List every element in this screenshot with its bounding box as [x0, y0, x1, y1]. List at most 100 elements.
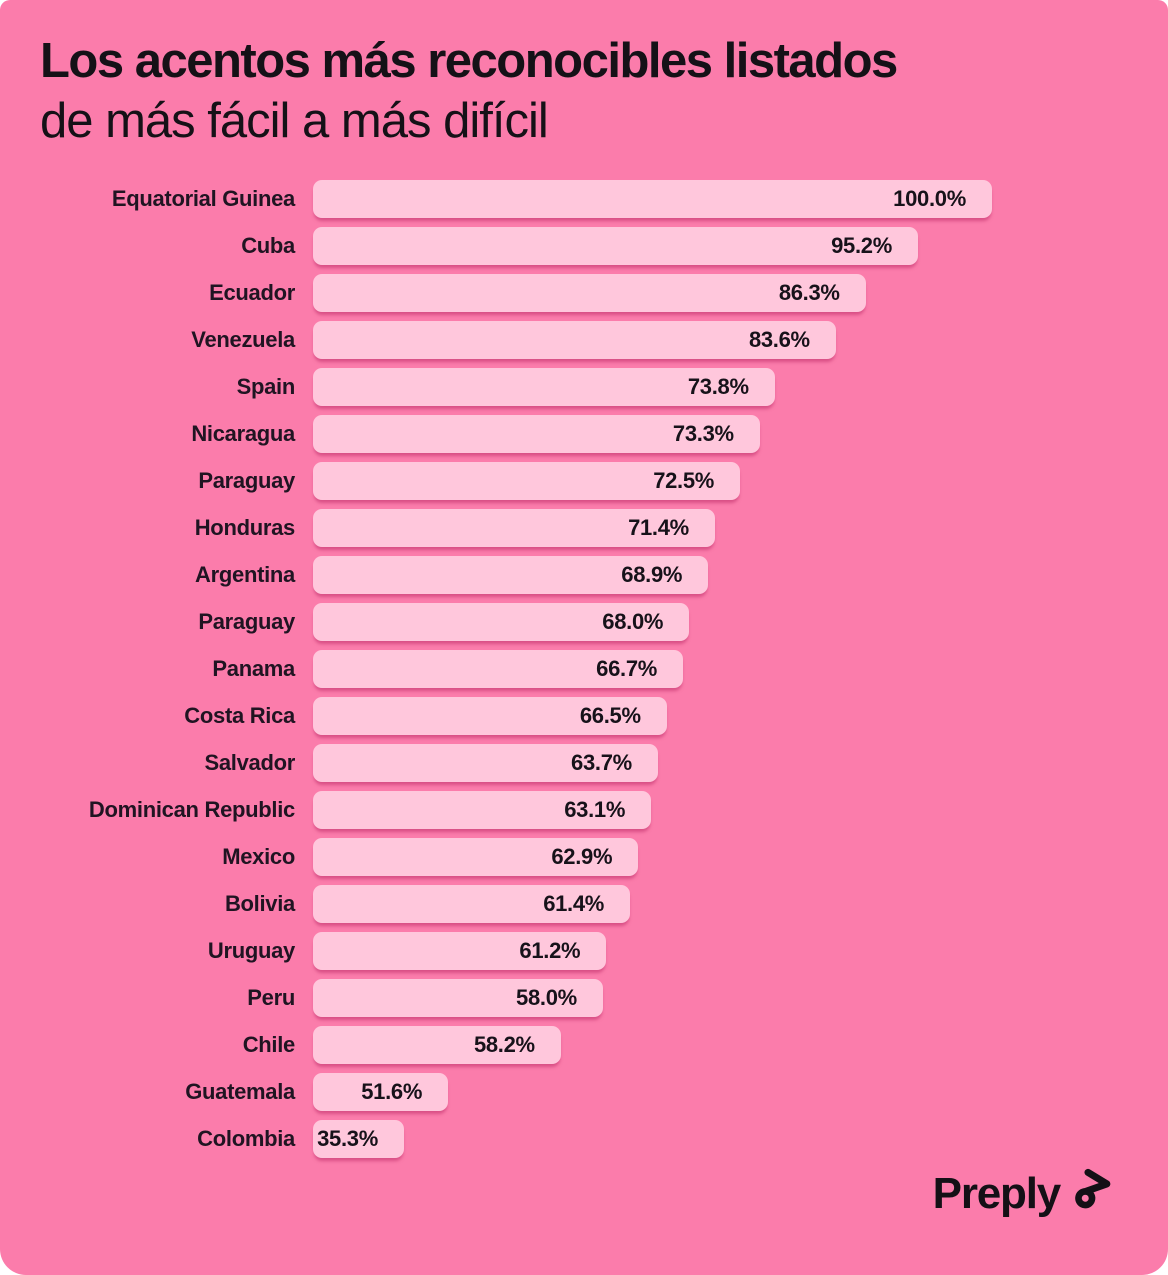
- bar-track: 58.0%: [313, 979, 992, 1018]
- bar-label: Argentina: [195, 562, 295, 588]
- preply-logo-icon: [1067, 1162, 1118, 1222]
- bar: 72.5%: [313, 462, 741, 501]
- bar-value-label: 95.2%: [831, 233, 892, 259]
- bar-value-label: 61.4%: [543, 891, 605, 917]
- bar-label: Dominican Republic: [88, 797, 295, 823]
- bar-value-label: 83.6%: [748, 327, 810, 353]
- bar-track: 71.4%: [313, 509, 992, 548]
- bar-track: 100.0%: [313, 180, 992, 219]
- bar-value-label: 35.3%: [317, 1126, 378, 1152]
- bar-value-label: 66.5%: [579, 703, 641, 729]
- chart-row: Paraguay 72.5%: [40, 458, 1168, 505]
- bar-track: 63.1%: [313, 791, 992, 830]
- chart-row: Bolivia 61.4%: [40, 881, 1168, 928]
- bar-label: Chile: [242, 1032, 296, 1058]
- chart-row: Peru 58.0%: [40, 975, 1168, 1022]
- bar: 63.1%: [313, 791, 652, 830]
- bar-track: 68.9%: [313, 556, 992, 595]
- bar-track: 61.4%: [313, 885, 992, 924]
- chart-row: Costa Rica 66.5%: [40, 693, 1168, 740]
- bar-track: 83.6%: [313, 321, 992, 360]
- bar: 73.8%: [313, 368, 775, 407]
- bar-label: Nicaragua: [191, 421, 295, 447]
- bar-value-label: 51.6%: [361, 1079, 423, 1105]
- title-line-1: Los acentos más reconocibles listados: [40, 34, 898, 88]
- bar-track: 72.5%: [313, 462, 992, 501]
- chart-row: Panama 66.7%: [40, 646, 1168, 693]
- bar: 71.4%: [313, 509, 715, 548]
- bar: 62.9%: [313, 838, 639, 877]
- bar-track: 51.6%: [313, 1073, 992, 1112]
- bar-track: 35.3%: [313, 1120, 992, 1159]
- bar-label: Peru: [247, 985, 295, 1011]
- bar-track: 86.3%: [313, 274, 992, 313]
- bar-track: 63.7%: [313, 744, 992, 783]
- bar-track: 95.2%: [313, 227, 992, 266]
- bar-value-label: 63.7%: [571, 750, 632, 776]
- bar-label: Bolivia: [224, 891, 295, 917]
- chart-row: Honduras 71.4%: [40, 505, 1168, 552]
- bar: 95.2%: [313, 227, 918, 266]
- bar-label: Paraguay: [198, 468, 295, 494]
- bar-value-label: 68.9%: [621, 562, 683, 588]
- chart-row: Mexico 62.9%: [40, 834, 1168, 881]
- bar-value-label: 71.4%: [628, 515, 689, 541]
- bar: 35.3%: [313, 1120, 404, 1159]
- bar-label: Guatemala: [185, 1079, 295, 1105]
- bar: 61.4%: [313, 885, 631, 924]
- bar-value-label: 68.0%: [602, 609, 664, 635]
- bar-value-label: 73.3%: [672, 421, 734, 447]
- bar: 66.7%: [313, 650, 684, 689]
- bar-label: Venezuela: [191, 327, 295, 353]
- bar: 51.6%: [313, 1073, 449, 1112]
- brand-lockup: Preply: [933, 1168, 1116, 1219]
- bar: 68.9%: [313, 556, 709, 595]
- bar-track: 68.0%: [313, 603, 992, 642]
- bar-track: 73.8%: [313, 368, 992, 407]
- bar-label: Spain: [236, 374, 296, 400]
- chart-row: Dominican Republic 63.1%: [40, 787, 1168, 834]
- chart-row: Venezuela 83.6%: [40, 317, 1168, 364]
- bar-label: Paraguay: [198, 609, 295, 635]
- bar-track: 66.7%: [313, 650, 992, 689]
- bar-value-label: 58.0%: [516, 985, 577, 1011]
- bar-value-label: 100.0%: [893, 186, 966, 212]
- bar: 63.7%: [313, 744, 658, 783]
- bar-track: 73.3%: [313, 415, 992, 454]
- bar: 61.2%: [313, 932, 607, 971]
- bar-label: Honduras: [194, 515, 296, 541]
- bar: 58.0%: [313, 979, 603, 1018]
- bar-label: Salvador: [204, 750, 295, 776]
- chart-row: Salvador 63.7%: [40, 740, 1168, 787]
- bar-value-label: 66.7%: [596, 656, 658, 682]
- bar: 68.0%: [313, 603, 690, 642]
- chart-row: Cuba 95.2%: [40, 223, 1168, 270]
- bar-track: 58.2%: [313, 1026, 992, 1065]
- bar-value-label: 61.2%: [519, 938, 581, 964]
- bar: 100.0%: [313, 180, 992, 219]
- chart-row: Nicaragua 73.3%: [40, 411, 1168, 458]
- bar-track: 61.2%: [313, 932, 992, 971]
- bar: 83.6%: [313, 321, 836, 360]
- bar-label: Mexico: [222, 844, 295, 870]
- chart-row: Chile 58.2%: [40, 1022, 1168, 1069]
- bar-value-label: 62.9%: [551, 844, 613, 870]
- chart-row: Guatemala 51.6%: [40, 1069, 1168, 1116]
- chart-row: Ecuador 86.3%: [40, 270, 1168, 317]
- bar-label: Cuba: [241, 233, 295, 259]
- page-title: Los acentos más reconocibles listados de…: [0, 0, 1168, 152]
- bar-track: 62.9%: [313, 838, 992, 877]
- bar-value-label: 72.5%: [653, 468, 715, 494]
- bar: 86.3%: [313, 274, 866, 313]
- bar-label: Uruguay: [207, 938, 295, 964]
- chart-row: Colombia 35.3%: [40, 1116, 1168, 1163]
- chart-row: Equatorial Guinea 100.0%: [40, 176, 1168, 223]
- bar-track: 66.5%: [313, 697, 992, 736]
- bar-label: Panama: [212, 656, 295, 682]
- bar-label: Colombia: [197, 1126, 295, 1152]
- bar-chart: Equatorial Guinea 100.0% Cuba 95.2% Ecuador 8…: [0, 176, 1168, 1163]
- bar-label: Costa Rica: [184, 703, 295, 729]
- chart-row: Uruguay 61.2%: [40, 928, 1168, 975]
- chart-row: Argentina 68.9%: [40, 552, 1168, 599]
